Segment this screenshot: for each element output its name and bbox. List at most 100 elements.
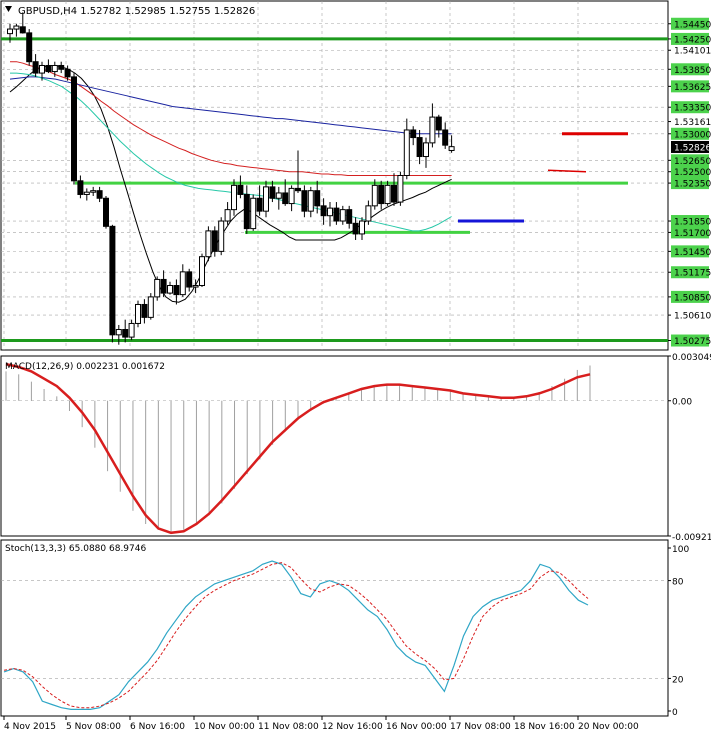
candle-body [448,146,455,151]
time-axis-label: 6 Nov 16:00 [130,722,185,732]
stochastic-panel[interactable]: Stoch(13,3,3) 65.0880 68.9746 [0,539,669,717]
candle-body [83,191,90,195]
candle-body [58,64,65,70]
moving-average-lines [9,61,452,303]
price-level-label: 1.52350 [674,180,711,190]
price-axis-label: 1.50610 [674,312,711,322]
candle-body [192,285,199,288]
candle-body [416,137,423,158]
candle-body [160,278,167,294]
trend-marks [458,132,628,223]
stochastic-title: Stoch(13,3,3) 65.0880 68.9746 [5,544,146,554]
price-grid [1,1,668,350]
time-axis-label: 20 Nov 00:00 [578,722,639,732]
price-level-label: 1.50275 [674,337,711,347]
price-level-label: 1.51700 [674,229,711,239]
stochastic-main-line [3,560,589,711]
candle-body [7,28,13,35]
candle-body [51,64,58,73]
candle-body [346,209,353,224]
candle-body [71,76,77,182]
candle-body [442,129,449,146]
time-axis-label: 10 Nov 00:00 [194,722,255,732]
candle-body [179,271,186,296]
candle-body [135,303,141,324]
price-level-label: 1.51450 [674,248,711,258]
candle-body [96,190,103,199]
candle-body [275,192,282,199]
price-level-tag [671,80,709,93]
candle-body [263,186,269,212]
time-axis-label: 17 Nov 08:00 [450,722,511,732]
candle-body [410,129,417,139]
candle-body [314,190,321,207]
candle-body [352,222,359,235]
macd-signal-line [5,362,591,535]
candle-body [365,205,372,222]
price-panel-title: GBPUSD,H4 1.52782 1.52985 1.52755 1.5282… [18,6,255,17]
price-level-tag [671,215,709,228]
candle-body [128,322,135,338]
candle-body [378,184,385,205]
price-level-label: 1.53625 [674,83,711,93]
candle-body [167,285,173,294]
price-level-tag [671,290,709,303]
price-level-label: 1.52500 [674,168,711,178]
candle-body [256,197,263,212]
price-level-tag [671,101,709,114]
candle-body [288,187,295,205]
price-level-label: 1.53850 [674,66,711,76]
candle-body [205,230,212,258]
ma_slow-line [9,76,452,135]
stochastic-axis-label: 80 [672,578,684,588]
candle-body [173,285,180,296]
collapse-triangle-icon[interactable] [5,6,12,12]
price-axis-label: 1.53161 [674,118,711,128]
candle-body [141,303,148,318]
price-axis-label: 1.54101 [674,47,711,57]
candle-body [301,190,308,212]
time-axis-label: 18 Nov 16:00 [514,722,575,732]
candle-body [391,184,397,203]
candle-body [359,220,365,235]
candle-body [147,296,154,318]
macd-panel-frame [0,355,669,537]
candle-body [224,209,231,222]
macd-panel[interactable]: MACD(12,26,9) 0.002231 0.001672 [0,355,669,537]
stochastic-axis: 100 80 20 0 [668,545,689,718]
time-axis-label: 16 Nov 00:00 [386,722,447,732]
candle-body [77,180,84,195]
candle-body [122,329,129,338]
candle-body [397,175,404,203]
price-panel-frame [0,0,669,351]
candle-body [109,225,116,336]
candle-body [32,61,39,74]
candle-body [429,116,436,144]
stochastic-axis-label: 20 [672,675,684,685]
candle-body [282,192,289,205]
price-level-tag [671,226,709,239]
price-axis: 1.54450 1.54250 1.53850 1.53625 1.53350 1.530… [668,17,711,347]
price-panel[interactable]: GBPUSD,H4 1.52782 1.52985 1.52755 1.5282… [0,0,669,351]
price-level-label: 1.53000 [674,130,711,140]
candle-body [90,190,97,193]
candle-body [320,205,327,217]
time-axis-label: 5 Nov 08:00 [66,722,121,732]
candle-body [154,278,161,298]
price-level-label: 1.52650 [674,157,711,167]
candle-body [333,207,340,222]
macd-histogram [1,365,668,532]
trend-mark-red-low [547,169,587,173]
candle-body [231,184,237,211]
candle-body [243,193,250,230]
candle-body [339,209,346,222]
candle-body [19,26,26,34]
macd-axis-label: 0.00 [672,398,692,408]
price-level-tag [671,154,709,167]
candle-body [64,68,71,78]
current-price-tag [671,140,709,153]
current-price-label: 1.52826 [674,143,711,153]
candle-body [13,25,20,30]
price-level-label: 1.51850 [674,218,711,228]
